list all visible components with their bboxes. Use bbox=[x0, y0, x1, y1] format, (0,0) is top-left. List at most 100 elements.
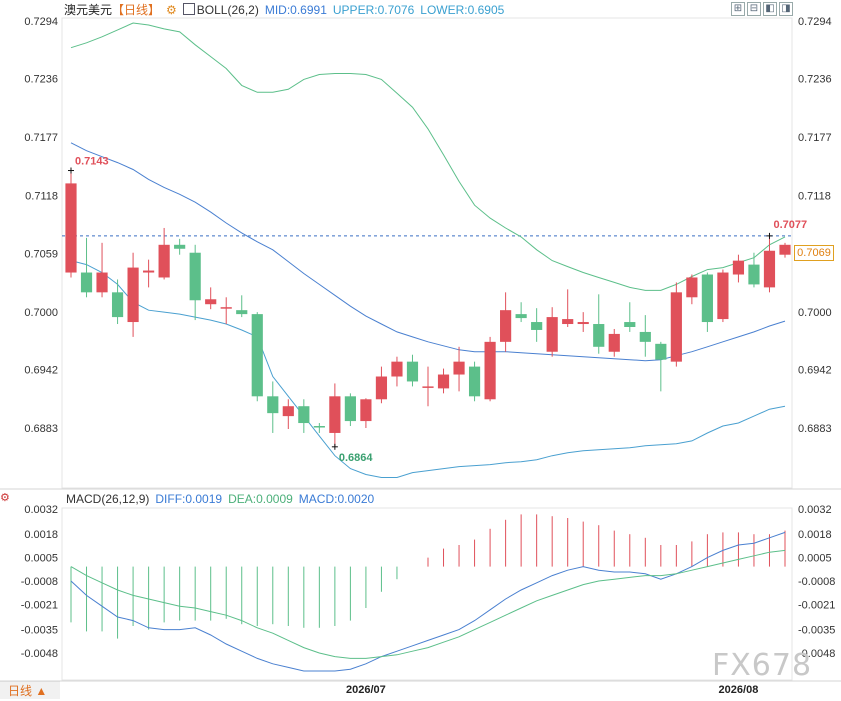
candle-body bbox=[65, 183, 77, 273]
candle-body bbox=[96, 272, 108, 293]
candle-body bbox=[763, 250, 776, 288]
period-label[interactable]: 【日线】 bbox=[112, 3, 161, 17]
candle bbox=[298, 399, 310, 433]
indicator-box-icon[interactable] bbox=[182, 3, 195, 15]
y-tick-label-left: 0.7294 bbox=[24, 16, 58, 28]
candle bbox=[174, 238, 186, 255]
period-selector-button[interactable]: 日线 ▲ bbox=[0, 681, 60, 699]
boll-upper-value: UPPER:0.7076 bbox=[332, 3, 415, 17]
macd-y-tick-right: 0.0005 bbox=[798, 553, 832, 565]
candle bbox=[96, 242, 108, 298]
candle bbox=[670, 282, 682, 367]
boll-indicator-label[interactable]: BOLL(26,2) bbox=[196, 3, 259, 17]
candle bbox=[732, 254, 745, 283]
macd-y-tick-left: -0.0008 bbox=[21, 576, 58, 588]
boll-mid-value: MID:0.6991 bbox=[264, 3, 327, 17]
candle bbox=[468, 361, 481, 402]
candle-body bbox=[251, 314, 263, 397]
candle bbox=[344, 393, 356, 427]
candle-body bbox=[375, 376, 388, 400]
y-tick-label-left: 0.7236 bbox=[24, 73, 58, 85]
macd-settings-icon[interactable]: ⚙ bbox=[0, 492, 10, 504]
candle-body bbox=[422, 386, 434, 388]
candle-body bbox=[515, 314, 527, 319]
y-tick-label-left: 0.7059 bbox=[24, 249, 58, 261]
candle bbox=[329, 383, 341, 447]
macd-dea-line bbox=[70, 549, 786, 659]
candle bbox=[763, 235, 776, 293]
candle bbox=[313, 423, 325, 433]
candle-body bbox=[158, 244, 170, 278]
candle-body bbox=[531, 322, 543, 330]
macd-header: MACD(26,12,9) DIFF:0.0019 DEA:0.0009 MACD:0… bbox=[66, 491, 380, 507]
candle bbox=[437, 368, 450, 394]
candle bbox=[593, 294, 605, 354]
candle bbox=[500, 292, 512, 352]
candle-body bbox=[391, 361, 403, 377]
candle bbox=[608, 328, 620, 357]
candle bbox=[158, 227, 170, 280]
chart-header: 澳元美元【日线】 ⚙ BOLL(26,2) MID:0.6991 UPPER:0.707… bbox=[64, 2, 510, 18]
candle-body bbox=[624, 322, 636, 327]
macd-dea-value: DEA:0.0009 bbox=[228, 492, 293, 506]
boll-lower-line bbox=[70, 260, 786, 478]
y-tick-label-left: 0.6942 bbox=[24, 365, 58, 377]
candle-body bbox=[282, 406, 294, 417]
macd-pane-frame bbox=[61, 507, 793, 681]
candle-body bbox=[468, 366, 481, 397]
y-tick-label-left: 0.7118 bbox=[25, 190, 58, 202]
macd-y-tick-left: -0.0021 bbox=[21, 599, 58, 611]
candle-body bbox=[189, 252, 201, 301]
candle-body bbox=[143, 270, 155, 273]
candle-body bbox=[639, 331, 651, 342]
macd-y-tick-right: 0.0018 bbox=[798, 529, 832, 541]
candle bbox=[484, 336, 496, 402]
macd-y-tick-right: -0.0048 bbox=[798, 648, 835, 660]
candle-body bbox=[267, 396, 279, 414]
candle bbox=[375, 366, 388, 404]
candle-body bbox=[593, 324, 605, 347]
zoom-out-icon[interactable]: ⊟ bbox=[747, 2, 761, 16]
candle bbox=[515, 302, 527, 323]
macd-indicator-label[interactable]: MACD(26,12,9) bbox=[66, 492, 150, 506]
y-tick-label-right: 0.7294 bbox=[798, 16, 832, 28]
recent-high-annotation-label: 0.7077 bbox=[773, 219, 807, 231]
candle-body bbox=[174, 244, 186, 249]
candle-body bbox=[748, 264, 760, 285]
candle bbox=[205, 287, 217, 310]
y-tick-label-left: 0.7177 bbox=[24, 132, 58, 144]
candle bbox=[686, 274, 698, 305]
macd-y-tick-left: 0.0018 bbox=[24, 529, 58, 541]
candle bbox=[251, 312, 263, 402]
scroll-right-icon[interactable]: ◨ bbox=[779, 2, 793, 16]
candle-body bbox=[127, 267, 139, 323]
y-tick-label-right: 0.7177 bbox=[798, 132, 832, 144]
candle bbox=[236, 295, 248, 318]
candle bbox=[779, 242, 791, 258]
candle-body bbox=[313, 426, 325, 428]
current-price-tag: 0.7069 bbox=[794, 245, 834, 261]
candle bbox=[267, 381, 279, 433]
symbol-name: 澳元美元 bbox=[64, 3, 113, 17]
candle bbox=[406, 354, 419, 387]
scroll-left-icon[interactable]: ◧ bbox=[763, 2, 777, 16]
candle bbox=[655, 341, 667, 392]
y-tick-label-left: 0.6883 bbox=[24, 423, 58, 435]
macd-y-tick-right: -0.0035 bbox=[798, 625, 835, 637]
candle bbox=[65, 170, 77, 278]
candle-body bbox=[344, 396, 356, 422]
candle-body bbox=[220, 307, 232, 309]
settings-gear-icon[interactable]: ⚙ bbox=[166, 3, 177, 17]
macd-y-tick-right: -0.0008 bbox=[798, 576, 835, 588]
candle-body bbox=[655, 343, 667, 360]
candle bbox=[282, 399, 294, 429]
x-tick-label: 2026/07 bbox=[346, 684, 386, 696]
high-annotation-label: 0.7143 bbox=[75, 156, 109, 168]
candle-body bbox=[80, 272, 93, 293]
candle bbox=[143, 259, 155, 288]
boll-upper-line bbox=[70, 22, 786, 291]
zoom-in-icon[interactable]: ⊞ bbox=[731, 2, 745, 16]
candle-body bbox=[717, 272, 729, 320]
candle bbox=[701, 272, 713, 332]
